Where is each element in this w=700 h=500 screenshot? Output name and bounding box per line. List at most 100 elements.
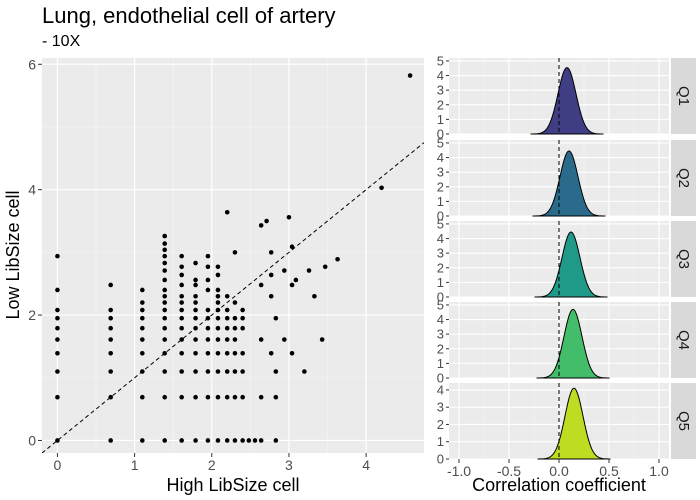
scatter-point <box>162 315 168 321</box>
density-y-tick-label: 1 <box>437 194 444 209</box>
scatter-point <box>232 337 238 342</box>
scatter-point <box>224 337 230 342</box>
scatter-point <box>268 250 274 255</box>
scatter-point <box>179 300 184 305</box>
scatter-point <box>140 315 145 321</box>
scatter-point <box>162 325 168 331</box>
density-y-tick-label: 3 <box>437 327 444 342</box>
scatter-point <box>205 394 211 400</box>
scatter-point <box>205 307 211 313</box>
scatter-point <box>205 325 211 331</box>
scatter-point <box>193 277 198 283</box>
density-y-tick-label: 5 <box>437 216 444 231</box>
scatter-point <box>140 351 145 356</box>
scatter-point <box>162 287 168 293</box>
scatter-point <box>55 325 60 331</box>
scatter-point <box>335 256 340 262</box>
scatter-point <box>306 268 312 273</box>
facet-strip <box>671 221 696 297</box>
scatter-point <box>302 369 307 374</box>
scatter-point <box>224 325 230 331</box>
density-x-tick-label: 1.0 <box>649 463 669 479</box>
scatter-point <box>215 337 221 342</box>
scatter-point <box>162 307 168 313</box>
scatter-point <box>293 277 299 283</box>
scatter-point <box>273 369 279 374</box>
scatter-point <box>240 351 245 356</box>
scatter-point <box>55 351 60 356</box>
scatter-point <box>289 282 295 288</box>
scatter-point <box>193 337 198 342</box>
scatter-point <box>240 394 245 400</box>
scatter-point <box>240 438 245 443</box>
facet-strip <box>671 383 696 459</box>
scatter-point <box>140 300 145 305</box>
scatter-point <box>273 438 279 443</box>
scatter-point <box>205 337 211 342</box>
scatter-point <box>55 287 60 293</box>
density-y-tick-label: 3 <box>437 83 444 98</box>
scatter-point <box>55 315 60 321</box>
density-y-tick-label: 4 <box>437 150 444 165</box>
scatter-point <box>140 394 145 400</box>
scatter-panel-background <box>42 58 424 453</box>
scatter-point <box>140 287 145 293</box>
scatter-point <box>224 394 230 400</box>
scatter-x-tick-label: 0 <box>54 457 62 473</box>
density-y-tick-label: 2 <box>437 260 444 275</box>
scatter-point <box>162 277 168 283</box>
scatter-point <box>215 300 221 305</box>
scatter-point <box>224 315 230 321</box>
scatter-point <box>179 438 184 443</box>
scatter-y-tick-label: 6 <box>28 56 36 72</box>
scatter-point <box>215 394 221 400</box>
density-y-tick-label: 2 <box>437 341 444 356</box>
scatter-point <box>193 260 198 266</box>
scatter-point <box>55 394 60 400</box>
scatter-point <box>205 351 211 356</box>
density-y-tick-label: 2 <box>437 179 444 194</box>
density-y-tick-label: 4 <box>437 231 444 246</box>
scatter-point <box>215 325 221 331</box>
scatter-point <box>232 351 238 356</box>
scatter-points <box>55 73 413 443</box>
scatter-y-tick-label: 0 <box>28 432 36 448</box>
scatter-point <box>162 233 168 239</box>
density-x-axis-label: Correlation coefficient <box>472 475 646 495</box>
scatter-point <box>268 293 274 299</box>
scatter-x-tick-label: 2 <box>208 457 216 473</box>
scatter-point <box>232 325 238 331</box>
scatter-point <box>140 438 145 443</box>
scatter-point <box>179 315 184 321</box>
density-curve-q1 <box>530 66 604 135</box>
facet-strip <box>671 302 696 378</box>
density-y-tick-label: 5 <box>437 135 444 150</box>
scatter-x-tick-label: 3 <box>285 457 293 473</box>
scatter-point <box>273 394 279 400</box>
scatter-point <box>232 250 238 255</box>
scatter-point <box>162 369 168 374</box>
density-y-tick-label: 4 <box>437 68 444 83</box>
scatter-point <box>215 287 221 293</box>
density-y-tick-label: 1 <box>437 112 444 127</box>
density-y-tick-label: 3 <box>437 400 444 415</box>
scatter-point <box>140 337 145 342</box>
scatter-point <box>108 315 113 321</box>
scatter-point <box>205 277 211 283</box>
density-curve-q3 <box>534 231 608 298</box>
facet-strip-label: Q2 <box>675 168 692 188</box>
scatter-point <box>215 438 221 443</box>
scatter-point <box>193 282 198 288</box>
density-y-tick-label: 1 <box>437 275 444 290</box>
scatter-point <box>205 438 211 443</box>
facet-strip-label: Q5 <box>675 411 692 431</box>
scatter-point <box>215 264 221 270</box>
scatter-point <box>215 351 221 356</box>
scatter-point <box>179 369 184 374</box>
scatter-point <box>193 438 198 443</box>
scatter-point <box>55 337 60 342</box>
